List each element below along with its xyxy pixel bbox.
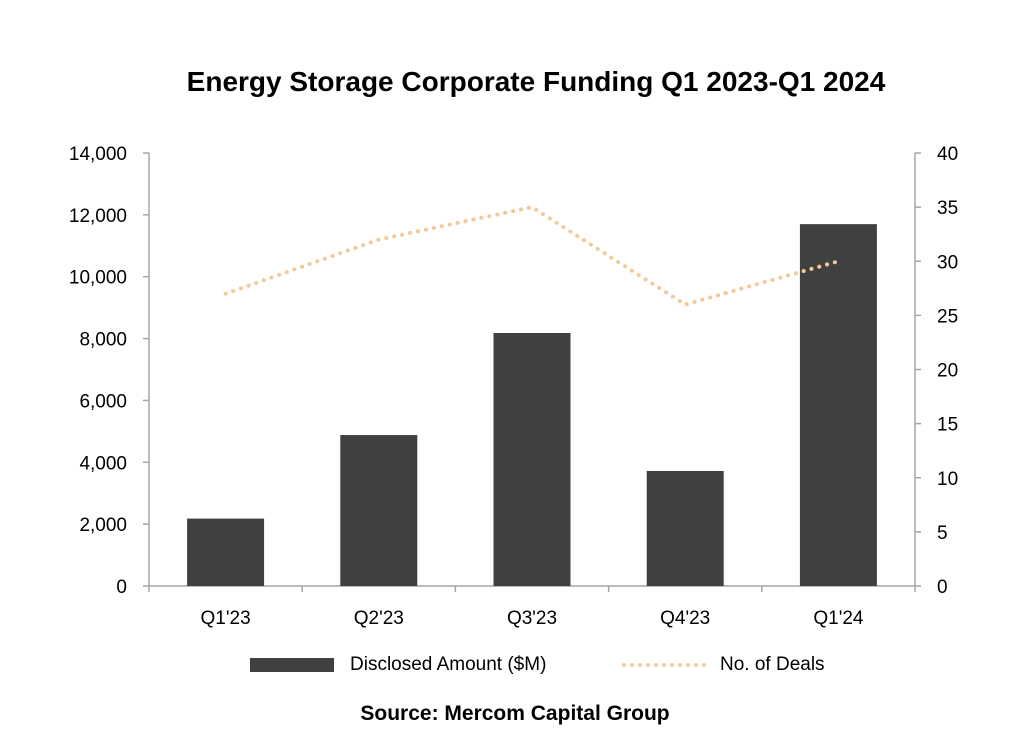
source-note: Source: Mercom Capital Group [360,702,670,725]
tick-labels: 0 2,000 4,000 6,000 8,000 10,000 12,000 14,000 0… [69,144,958,629]
y-left-tick-label: 2,000 [79,515,127,536]
y-left-tick-label: 10,000 [69,268,127,289]
bar [646,470,724,586]
y-right-tick-label: 20 [937,361,958,382]
legend-line-swatch [622,663,706,667]
legend-label-amount: Disclosed Amount ($M) [350,654,547,675]
legend-item-deals: No. of Deals [622,654,825,676]
bar [340,435,418,586]
deals-line [223,205,841,307]
y-right-tick-label: 30 [937,252,958,273]
y-right-tick-label: 5 [937,523,948,544]
chart-title: Energy Storage Corporate Funding Q1 2023… [186,66,886,97]
y-right-tick-label: 25 [937,306,958,327]
legend-label-deals: No. of Deals [720,654,825,675]
y-left-tick-label: 8,000 [79,330,127,351]
y-left-tick-label: 4,000 [79,453,127,474]
legend-item-amount: Disclosed Amount ($M) [250,654,546,676]
y-left-tick-label: 0 [116,577,127,598]
x-tick-label: Q1'24 [813,608,864,629]
x-tick-label: Q1'23 [201,608,251,629]
bar [799,224,877,586]
y-left-tick-label: 14,000 [69,144,127,165]
line-series [223,205,841,307]
chart-plot: 0 2,000 4,000 6,000 8,000 10,000 12,000 14,000 0… [69,144,958,629]
y-left-tick-label: 12,000 [69,206,127,227]
x-tick-label: Q4'23 [660,608,710,629]
legend-bar-swatch [250,658,334,672]
y-right-tick-label: 10 [937,469,958,490]
legend: Disclosed Amount ($M) No. of Deals [0,654,1022,680]
y-right-tick-label: 35 [937,198,958,219]
y-right-tick-label: 40 [937,144,958,165]
y-left-tick-label: 6,000 [79,391,127,412]
bar [493,333,571,586]
bar [187,518,265,586]
y-right-tick-label: 0 [937,577,948,598]
x-tick-label: Q3'23 [507,608,557,629]
y-right-tick-label: 15 [937,415,958,436]
bar-series [187,224,877,586]
x-tick-label: Q2'23 [354,608,404,629]
